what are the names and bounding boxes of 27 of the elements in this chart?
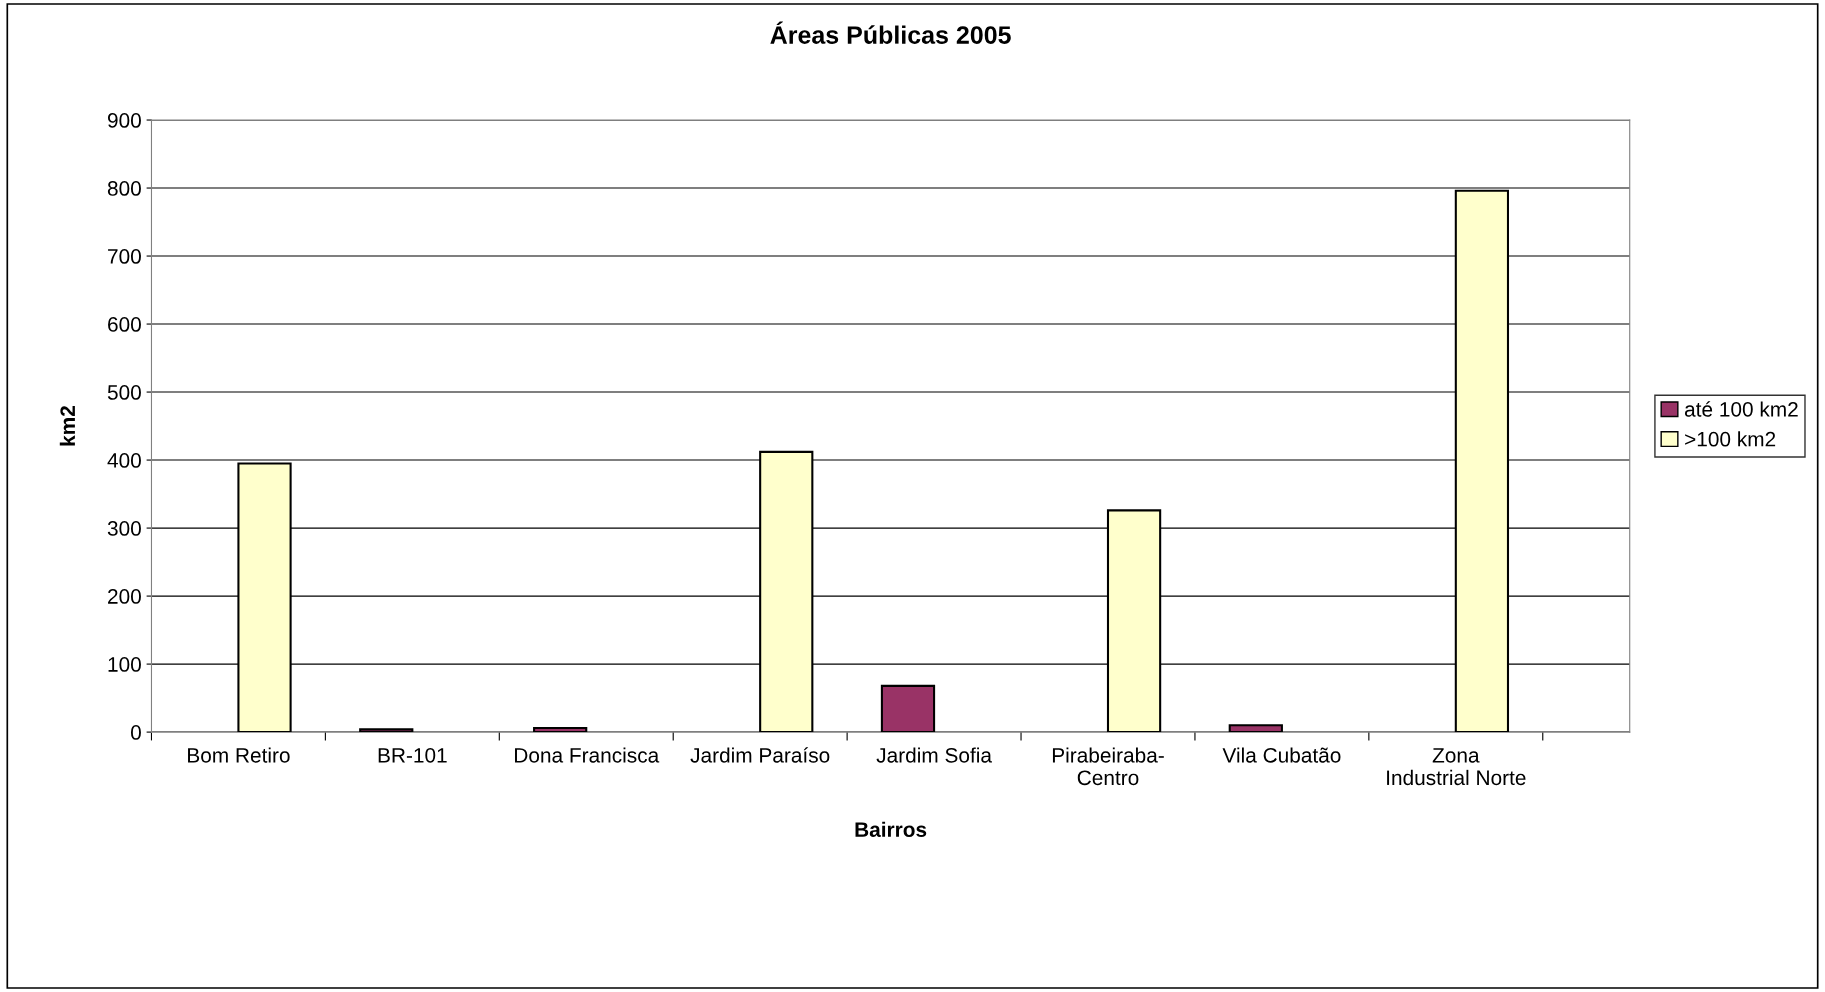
x-tick-label: BR-101 <box>378 747 447 763</box>
legend-label: até 100 km2 <box>1684 401 1798 417</box>
x-tick-label: Jardim Sofia <box>876 747 992 763</box>
y-tick-label: 300 <box>107 521 141 536</box>
bar <box>533 726 588 733</box>
y-tick-label: 400 <box>107 453 141 468</box>
y-tick-label: 200 <box>108 589 141 604</box>
x-tick-label: Bom Retiro <box>188 747 290 763</box>
x-tick-label: Vila Cubatão <box>1222 747 1341 763</box>
y-tick-label: 600 <box>108 317 141 332</box>
legend-label: >100 km2 <box>1685 431 1776 447</box>
bar <box>880 684 936 733</box>
y-axis-title: km2 <box>59 406 75 446</box>
y-tick-label: 900 <box>107 113 141 128</box>
x-axis-title: Bairros <box>855 821 927 837</box>
y-tick-label: 800 <box>107 181 141 196</box>
chart-title: Áreas Públicas 2005 <box>770 21 1011 44</box>
bar <box>1228 724 1283 733</box>
x-tick-label: Zona Industrial Norte <box>1387 748 1526 786</box>
y-tick-label: 700 <box>108 249 141 264</box>
y-tick-label: 100 <box>108 657 141 672</box>
bar <box>359 728 414 733</box>
x-tick-label: Jardim Paraíso <box>690 747 830 763</box>
x-tick-label: Pirabeiraba-Centro <box>1052 747 1164 786</box>
y-tick-label: 0 <box>130 725 141 740</box>
x-tick-label: Dona Francisca <box>515 747 660 763</box>
y-tick-label: 500 <box>107 385 141 400</box>
